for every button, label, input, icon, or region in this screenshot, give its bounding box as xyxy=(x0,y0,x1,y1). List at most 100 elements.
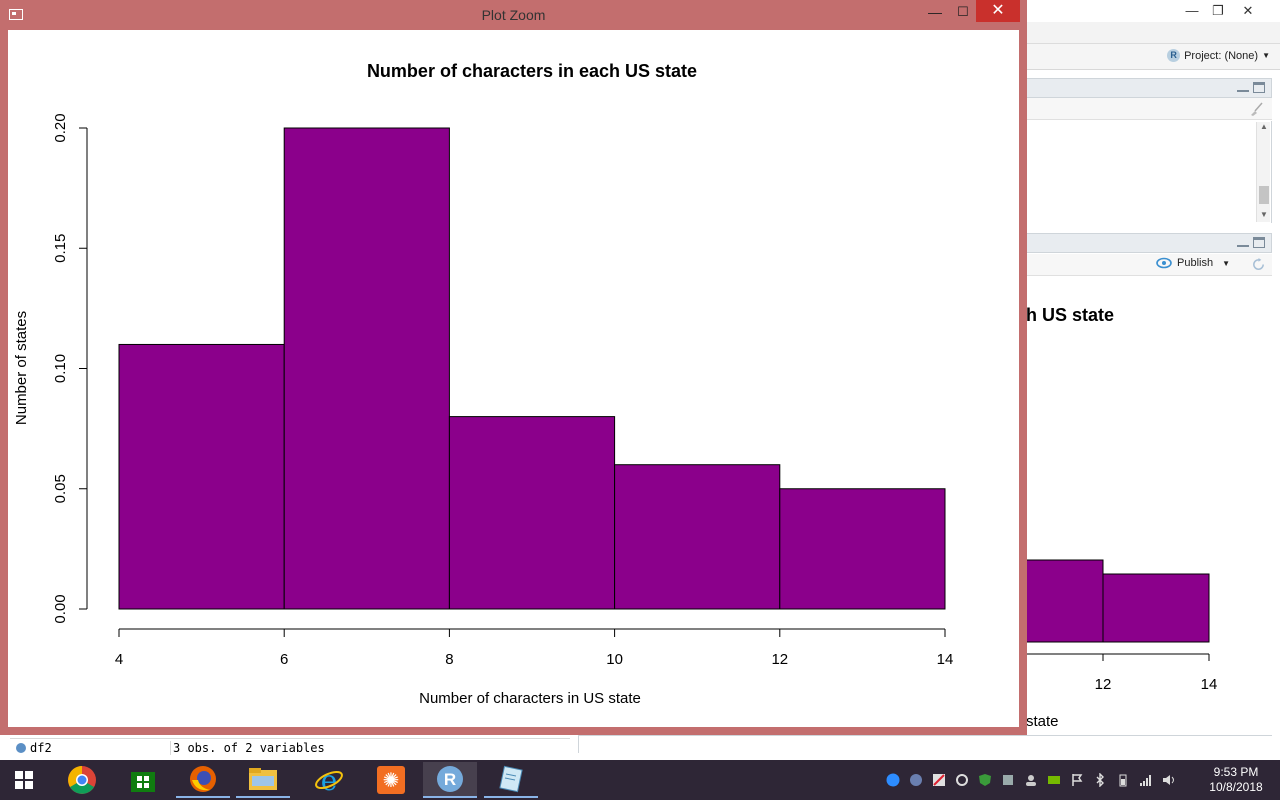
environment-toolbar xyxy=(1026,98,1272,120)
internet-explorer-icon: e xyxy=(315,765,343,795)
clock-date: 10/8/2018 xyxy=(1209,780,1263,794)
bg-tick-label-12: 12 xyxy=(1095,676,1112,693)
taskbar-notepad[interactable] xyxy=(484,762,538,798)
taskbar-file-explorer[interactable] xyxy=(236,762,290,798)
environment-row[interactable]: df2 3 obs. of 2 variables xyxy=(10,738,570,756)
network-error-icon[interactable] xyxy=(932,773,946,787)
tray-app-icon[interactable] xyxy=(909,773,923,787)
file-explorer-icon xyxy=(249,768,277,790)
broom-icon[interactable] xyxy=(1248,101,1264,117)
clock-time: 9:53 PM xyxy=(1213,765,1259,779)
taskbar-firefox[interactable] xyxy=(176,762,230,798)
security-icon[interactable] xyxy=(978,773,992,787)
start-button[interactable] xyxy=(0,760,48,800)
histogram-bar-1 xyxy=(118,343,285,610)
system-tray xyxy=(886,760,1176,800)
taskbar-clock[interactable]: 9:53 PM 10/8/2018 xyxy=(1200,765,1272,795)
y-tick-label: 0.00 xyxy=(52,594,69,623)
rstudio-toolbar: R Project: (None) ▼ xyxy=(1026,44,1280,70)
x-tick-label: 12 xyxy=(771,651,788,668)
svg-text:✺: ✺ xyxy=(383,768,400,792)
battery-icon[interactable] xyxy=(1116,773,1130,787)
r-icon: R xyxy=(437,766,463,792)
x-tick-label: 6 xyxy=(280,651,288,668)
taskbar-orange-app[interactable]: ✺ xyxy=(364,762,418,798)
y-axis: 0.00 0.05 0.10 0.15 0.20 xyxy=(52,113,88,624)
publish-label: Publish xyxy=(1177,257,1214,269)
scroll-down-arrow-icon[interactable]: ▼ xyxy=(1260,210,1268,219)
sync-icon[interactable] xyxy=(955,773,969,787)
svg-text:e: e xyxy=(321,765,338,795)
scroll-up-arrow-icon[interactable]: ▲ xyxy=(1260,122,1268,131)
refresh-icon[interactable] xyxy=(1251,257,1266,272)
x-tick-label: 8 xyxy=(445,651,453,668)
taskbar-store[interactable] xyxy=(116,762,170,798)
app-orange-icon: ✺ xyxy=(377,766,405,794)
chrome-icon xyxy=(68,766,96,794)
bg-plot-svg: 12 14 xyxy=(1026,559,1218,693)
close-button[interactable]: ✕ xyxy=(976,0,1020,22)
plots-toolbar: Publish ▼ xyxy=(1026,254,1272,276)
y-tick-label: 0.10 xyxy=(52,354,69,383)
project-label: Project: (None) xyxy=(1184,49,1259,62)
wifi-signal-icon[interactable] xyxy=(1139,773,1153,787)
plots-pane-header xyxy=(1026,233,1272,253)
histogram-bar-4 xyxy=(614,464,781,610)
windows-taskbar: e ✺ R 9:53 PM xyxy=(0,760,1280,800)
window-app-icon[interactable] xyxy=(9,9,23,20)
publish-button[interactable]: Publish ▼ xyxy=(1156,257,1230,269)
right-pane-border xyxy=(578,735,1272,753)
people-icon[interactable] xyxy=(1024,773,1038,787)
env-object-value: 3 obs. of 2 variables xyxy=(170,741,325,755)
bg-bar-1 xyxy=(1026,559,1104,643)
rstudio-minimize-button[interactable]: — xyxy=(1185,3,1199,18)
maximize-button[interactable]: ☐ xyxy=(957,4,969,19)
x-tick-label: 4 xyxy=(115,651,123,668)
environment-pane-body xyxy=(1026,121,1272,223)
rstudio-menubar xyxy=(1026,22,1280,44)
publish-icon xyxy=(1156,257,1172,269)
r-project-icon: R xyxy=(1167,49,1181,62)
histogram-bar-3 xyxy=(448,416,616,610)
bluetooth-icon[interactable] xyxy=(1093,773,1107,787)
scroll-thumb[interactable] xyxy=(1259,186,1269,204)
tray-device-icon[interactable] xyxy=(1001,773,1015,787)
environment-pane-header xyxy=(1026,78,1272,98)
x-tick-label: 10 xyxy=(606,651,623,668)
env-object-name: df2 xyxy=(30,741,52,755)
histogram-chart: Number of characters in each US state 0.… xyxy=(13,61,954,707)
y-tick-label: 0.20 xyxy=(52,113,69,142)
plot-zoom-titlebar[interactable]: Plot Zoom — ☐ ✕ xyxy=(0,0,1027,30)
store-icon xyxy=(131,772,155,792)
svg-text:R: R xyxy=(444,770,456,789)
volume-icon[interactable] xyxy=(1162,773,1176,787)
chevron-down-icon: ▼ xyxy=(1262,51,1270,60)
plot-zoom-title: Plot Zoom xyxy=(481,7,546,23)
plot-zoom-window: Plot Zoom — ☐ ✕ Number of characters in … xyxy=(0,0,1027,735)
pane-minimize-icon[interactable] xyxy=(1237,237,1249,247)
project-menu-button[interactable]: R Project: (None) ▼ xyxy=(1167,49,1270,62)
environment-scrollbar[interactable]: ▲ ▼ xyxy=(1256,122,1270,222)
bg-plot-title: h US state xyxy=(1026,305,1115,325)
nvidia-icon[interactable] xyxy=(1047,773,1061,787)
taskbar-chrome[interactable] xyxy=(55,762,109,798)
x-axis: 4 6 8 10 12 14 xyxy=(115,628,954,668)
chevron-down-icon: ▼ xyxy=(1222,258,1230,268)
windows-logo-icon xyxy=(15,771,33,789)
rstudio-restore-button[interactable]: ❐ xyxy=(1212,3,1224,18)
x-tick-label: 14 xyxy=(937,651,954,668)
plots-pane-body: h US state 12 14 state xyxy=(1026,277,1272,737)
bg-bar-2 xyxy=(1102,573,1210,643)
bars-group xyxy=(118,127,946,610)
pane-minimize-icon[interactable] xyxy=(1237,82,1249,92)
zoom-icon[interactable] xyxy=(886,773,900,787)
pane-maximize-icon[interactable] xyxy=(1253,82,1265,93)
flag-icon[interactable] xyxy=(1070,773,1084,787)
expand-object-icon[interactable] xyxy=(16,743,26,753)
bg-tick-label-14: 14 xyxy=(1201,676,1218,693)
taskbar-rstudio[interactable]: R xyxy=(423,762,477,798)
rstudio-close-button[interactable]: ✕ xyxy=(1242,3,1254,18)
minimize-button[interactable]: — xyxy=(928,4,942,20)
pane-maximize-icon[interactable] xyxy=(1253,237,1265,248)
taskbar-internet-explorer[interactable]: e xyxy=(302,762,356,798)
